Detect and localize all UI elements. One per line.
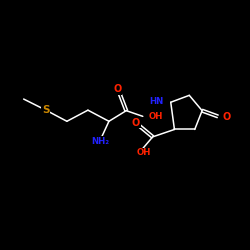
Text: OH: OH (149, 112, 163, 121)
Text: O: O (222, 112, 230, 122)
Text: O: O (132, 118, 140, 128)
Text: S: S (42, 105, 50, 115)
Text: OH: OH (137, 148, 151, 158)
Text: HN: HN (150, 97, 164, 106)
Text: O: O (114, 84, 122, 94)
Text: NH₂: NH₂ (91, 136, 109, 145)
